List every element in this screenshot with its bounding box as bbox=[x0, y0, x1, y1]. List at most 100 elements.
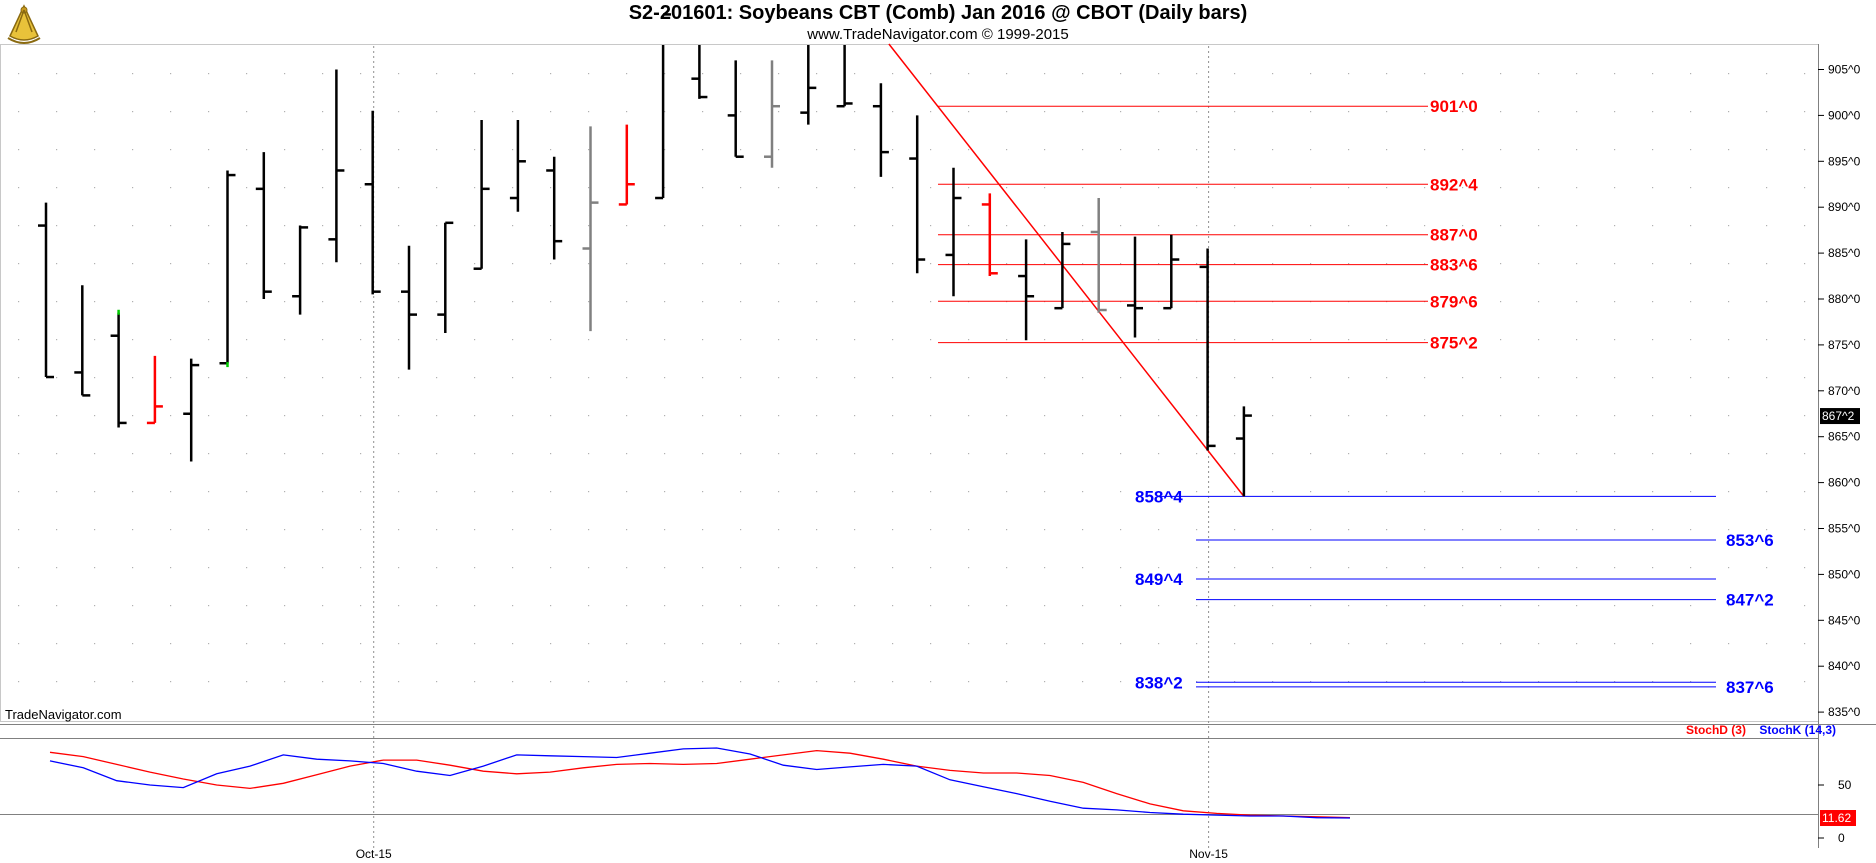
grid-dot bbox=[1120, 453, 1122, 455]
grid-dot bbox=[892, 377, 894, 379]
grid-dot bbox=[1652, 149, 1654, 151]
grid-dot bbox=[284, 377, 286, 379]
grid-dot bbox=[170, 73, 172, 75]
grid-dot bbox=[1082, 187, 1084, 189]
grid-dot bbox=[1424, 415, 1426, 417]
grid-dot bbox=[892, 187, 894, 189]
grid-dot bbox=[436, 415, 438, 417]
grid-dots bbox=[18, 73, 1806, 683]
grid-dot bbox=[1006, 187, 1008, 189]
ohlc-bar bbox=[546, 156, 563, 260]
ohlc-bar bbox=[1199, 248, 1216, 451]
grid-dot bbox=[1044, 225, 1046, 227]
grid-dot bbox=[322, 491, 324, 493]
grid-dot bbox=[854, 187, 856, 189]
grid-dot bbox=[322, 415, 324, 417]
grid-dot bbox=[132, 149, 134, 151]
grid-dot bbox=[550, 225, 552, 227]
grid-dot bbox=[588, 453, 590, 455]
grid-dot bbox=[436, 681, 438, 683]
ohlc-bar bbox=[401, 245, 417, 370]
grid-dot bbox=[1120, 529, 1122, 531]
grid-dot bbox=[56, 529, 58, 531]
grid-dot bbox=[1804, 149, 1806, 151]
grid-dot bbox=[1538, 339, 1540, 341]
grid-dot bbox=[1766, 377, 1768, 379]
ohlc-bar bbox=[655, 13, 672, 200]
grid-dot bbox=[892, 339, 894, 341]
trendline bbox=[888, 43, 1245, 497]
grid-dot bbox=[474, 73, 476, 75]
ohlc-bar bbox=[1090, 198, 1107, 313]
grid-dot bbox=[1386, 187, 1388, 189]
grid-dot bbox=[1690, 643, 1692, 645]
grid-dot bbox=[1766, 605, 1768, 607]
grid-dot bbox=[1348, 415, 1350, 417]
grid-dot bbox=[1576, 491, 1578, 493]
grid-dot bbox=[626, 605, 628, 607]
grid-dot bbox=[132, 605, 134, 607]
grid-dot bbox=[854, 111, 856, 113]
grid-dot bbox=[968, 453, 970, 455]
grid-dot bbox=[1158, 415, 1160, 417]
grid-dot bbox=[778, 643, 780, 645]
grid-dot bbox=[1804, 643, 1806, 645]
grid-dot bbox=[94, 339, 96, 341]
ohlc-bar bbox=[74, 285, 91, 397]
grid-dot bbox=[436, 225, 438, 227]
grid-dot bbox=[208, 453, 210, 455]
grid-dot bbox=[360, 605, 362, 607]
grid-dot bbox=[360, 415, 362, 417]
grid-dot bbox=[132, 225, 134, 227]
grid-dot bbox=[1006, 681, 1008, 683]
grid-dot bbox=[170, 491, 172, 493]
grid-dot bbox=[1766, 301, 1768, 303]
grid-dot bbox=[1538, 681, 1540, 683]
grid-dot bbox=[664, 415, 666, 417]
grid-dot bbox=[816, 415, 818, 417]
grid-dot bbox=[1348, 681, 1350, 683]
grid-dot bbox=[1804, 111, 1806, 113]
grid-dot bbox=[1196, 453, 1198, 455]
grid-dot bbox=[1576, 73, 1578, 75]
grid-dot bbox=[1500, 187, 1502, 189]
grid-dot bbox=[1006, 491, 1008, 493]
grid-dot bbox=[1500, 301, 1502, 303]
ohlc-bar bbox=[219, 170, 236, 365]
grid-dot bbox=[436, 643, 438, 645]
grid-dot bbox=[588, 149, 590, 151]
grid-dot bbox=[1462, 643, 1464, 645]
grid-dot bbox=[1538, 643, 1540, 645]
grid-dot bbox=[1804, 187, 1806, 189]
grid-dot bbox=[778, 187, 780, 189]
grid-dot bbox=[778, 111, 780, 113]
grid-dot bbox=[1158, 529, 1160, 531]
grid-dot bbox=[246, 377, 248, 379]
grid-dot bbox=[816, 73, 818, 75]
grid-dot bbox=[778, 681, 780, 683]
grid-dot bbox=[1006, 377, 1008, 379]
grid-dot bbox=[1196, 225, 1198, 227]
ohlc-bar bbox=[727, 60, 744, 158]
grid-dot bbox=[1576, 415, 1578, 417]
grid-dot bbox=[1044, 263, 1046, 265]
grid-dot bbox=[740, 263, 742, 265]
grid-dot bbox=[360, 149, 362, 151]
grid-dot bbox=[322, 73, 324, 75]
grid-dot bbox=[322, 301, 324, 303]
grid-dot bbox=[1348, 643, 1350, 645]
grid-dot bbox=[892, 605, 894, 607]
grid-dot bbox=[740, 225, 742, 227]
grid-dot bbox=[56, 187, 58, 189]
grid-dot bbox=[930, 225, 932, 227]
grid-dot bbox=[550, 187, 552, 189]
grid-dot bbox=[94, 567, 96, 569]
grid-dot bbox=[170, 605, 172, 607]
grid-dot bbox=[892, 681, 894, 683]
grid-dot bbox=[1082, 149, 1084, 151]
grid-dot bbox=[436, 605, 438, 607]
grid-dot bbox=[1272, 225, 1274, 227]
grid-dot bbox=[1766, 263, 1768, 265]
grid-dot bbox=[360, 643, 362, 645]
